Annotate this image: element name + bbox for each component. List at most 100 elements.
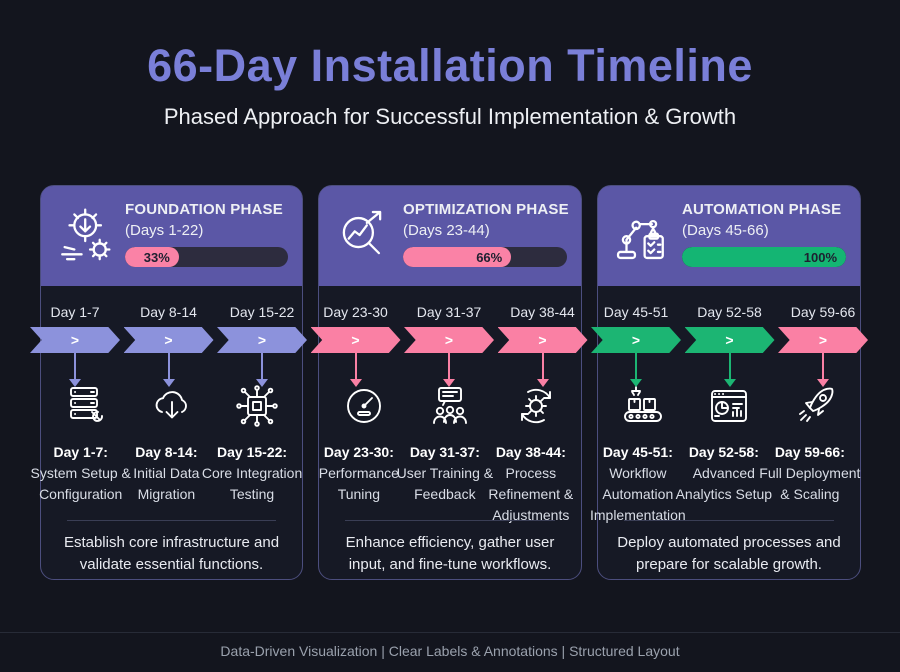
day-range-label: Day 38-44 — [510, 304, 575, 320]
connector-arrow-icon — [69, 353, 81, 387]
card-divider — [624, 520, 834, 521]
chevron-right-icon: > — [164, 332, 173, 348]
phase-days: (Days 23-44) — [403, 222, 490, 239]
milestone-title: Day 38-44: — [495, 444, 566, 460]
milestone-title: Day 31-37: — [409, 444, 480, 460]
milestone: Day 59-66: Full Deployment & Scaling — [759, 382, 860, 526]
milestone: Day 45-51: Workflow Automation Implement… — [590, 382, 686, 526]
day-range-label: Day 1-7 — [50, 304, 100, 320]
milestone-title: Day 1-7: — [53, 444, 108, 460]
timeline-segment: > — [310, 327, 401, 353]
connector-arrow-icon — [256, 353, 268, 387]
milestone: Day 23-30: Performance Tuning — [319, 382, 407, 526]
analytics-dashboard-icon — [705, 382, 753, 430]
phase-header: FOUNDATION PHASE (Days 1-22) 33% — [41, 186, 302, 286]
connector-arrow-icon — [443, 353, 455, 387]
phase-name: AUTOMATION PHASE — [682, 201, 842, 218]
progress-fill: 100% — [682, 247, 846, 267]
milestone-title: Day 8-14: — [135, 444, 198, 460]
progress-bar: 66% — [403, 247, 567, 267]
timeline-segment: > — [217, 327, 307, 353]
page-subtitle: Phased Approach for Successful Implement… — [163, 104, 737, 129]
chevron-right-icon: > — [818, 332, 828, 348]
day-range-label: Day 15-22 — [229, 304, 295, 320]
milestone-text: Workflow Automation Implementation — [589, 465, 686, 523]
phase-description: Establish core infrastructure and valida… — [63, 534, 280, 573]
connector-arrow-icon — [817, 353, 829, 387]
milestone-row: Day 23-30: Performance Tuning Day 31-37:… — [319, 382, 579, 526]
milestone: Day 8-14: Initial Data Migration — [129, 382, 215, 505]
connector-arrow-icon — [349, 353, 362, 387]
chevron-right-icon: > — [444, 332, 454, 348]
milestone: Day 31-37: User Training & Feedback — [397, 382, 493, 526]
timeline-segment: > — [404, 327, 494, 353]
phase-days: (Days 45-66) — [682, 222, 769, 239]
cloud-download-icon — [148, 382, 196, 430]
milestone-label: Day 15-22: Core Integration Testing — [199, 442, 305, 505]
milestone-label: Day 52-58: Advanced Analytics Setup — [671, 442, 778, 505]
milestone-label: Day 59-66: Full Deployment & Scaling — [757, 442, 864, 505]
footer-divider — [0, 632, 900, 633]
connector-arrow-icon — [162, 353, 175, 387]
day-range-label: Day 8-14 — [140, 304, 197, 320]
day-range-label: Day 23-30 — [323, 304, 388, 320]
process-gear-icon — [512, 382, 560, 430]
gauge-icon — [340, 382, 388, 430]
milestone-title: Day 45-51: — [602, 444, 673, 460]
timeline-segment: > — [123, 327, 214, 353]
circuit-chip-icon — [233, 382, 281, 430]
card-divider — [67, 520, 276, 521]
milestone-text: Full Deployment & Scaling — [759, 465, 861, 502]
milestone-title: Day 23-30: — [323, 444, 394, 460]
timeline-segment: > — [778, 327, 868, 353]
training-feedback-icon — [426, 382, 474, 430]
timeline-segment: > — [591, 327, 681, 353]
chevron-right-icon: > — [351, 332, 360, 348]
day-range-label: Day 59-66 — [790, 304, 856, 320]
timeline-segment: > — [30, 327, 120, 353]
milestone-row: Day 1-7: System Setup & Configuration Da… — [31, 382, 302, 505]
milestone: Day 38-44: Process Refinement & Adjustme… — [488, 382, 579, 526]
phase-description: Deploy automated processes and prepare f… — [617, 534, 841, 573]
chevron-right-icon: > — [631, 332, 641, 348]
connector-arrow-icon — [630, 353, 642, 387]
milestone-text: Process Refinement & Adjustments — [488, 465, 574, 523]
progress-label: 66% — [476, 249, 503, 265]
milestone-text: System Setup & Configuration — [30, 465, 131, 502]
footer-text: Data-Driven Visualization | Clear Labels… — [220, 643, 680, 659]
phase-name: OPTIMIZATION PHASE — [403, 201, 569, 218]
chevron-right-icon: > — [538, 332, 547, 348]
phase-name: FOUNDATION PHASE — [125, 201, 283, 218]
day-range-label: Day 45-51 — [603, 304, 669, 320]
page-header: 66-Day Installation Timeline Phased Appr… — [0, 0, 900, 130]
timeline-segment: > — [497, 327, 588, 353]
milestone-label: Day 23-30: Performance Tuning — [306, 442, 413, 505]
robot-arm-icon — [612, 206, 670, 264]
timeline-segment: > — [684, 327, 775, 353]
progress-bar: 100% — [682, 247, 846, 267]
progress-label: 33% — [143, 249, 170, 265]
milestone-label: Day 1-7: System Setup & Configuration — [28, 442, 134, 505]
milestone-text: Core Integration Testing — [201, 465, 303, 502]
phase-header: OPTIMIZATION PHASE (Days 23-44) 66% — [319, 186, 581, 286]
page-title: 66-Day Installation Timeline — [147, 40, 753, 91]
milestone-title: Day 15-22: — [217, 444, 288, 460]
milestone-label: Day 38-44: Process Refinement & Adjustme… — [478, 442, 585, 526]
milestone: Day 52-58: Advanced Analytics Setup — [676, 382, 772, 526]
phase-days: (Days 1-22) — [125, 222, 204, 239]
day-range-label: Day 52-58 — [697, 304, 762, 320]
milestone-title: Day 52-58: — [688, 444, 759, 460]
milestone: Day 1-7: System Setup & Configuration — [31, 382, 131, 505]
card-divider — [345, 520, 555, 521]
milestone-text: Advanced Analytics Setup — [675, 465, 773, 502]
milestone: Day 15-22: Core Integration Testing — [202, 382, 302, 505]
rocket-icon — [791, 382, 839, 430]
chevron-right-icon: > — [725, 332, 734, 348]
milestone-title: Day 59-66: — [774, 444, 845, 460]
progress-bar: 33% — [125, 247, 288, 267]
phase-header: AUTOMATION PHASE (Days 45-66) 100% — [598, 186, 860, 286]
milestone-row: Day 45-51: Workflow Automation Implement… — [590, 382, 860, 526]
server-wrench-icon — [62, 382, 110, 430]
milestone-label: Day 8-14: Initial Data Migration — [113, 442, 219, 505]
